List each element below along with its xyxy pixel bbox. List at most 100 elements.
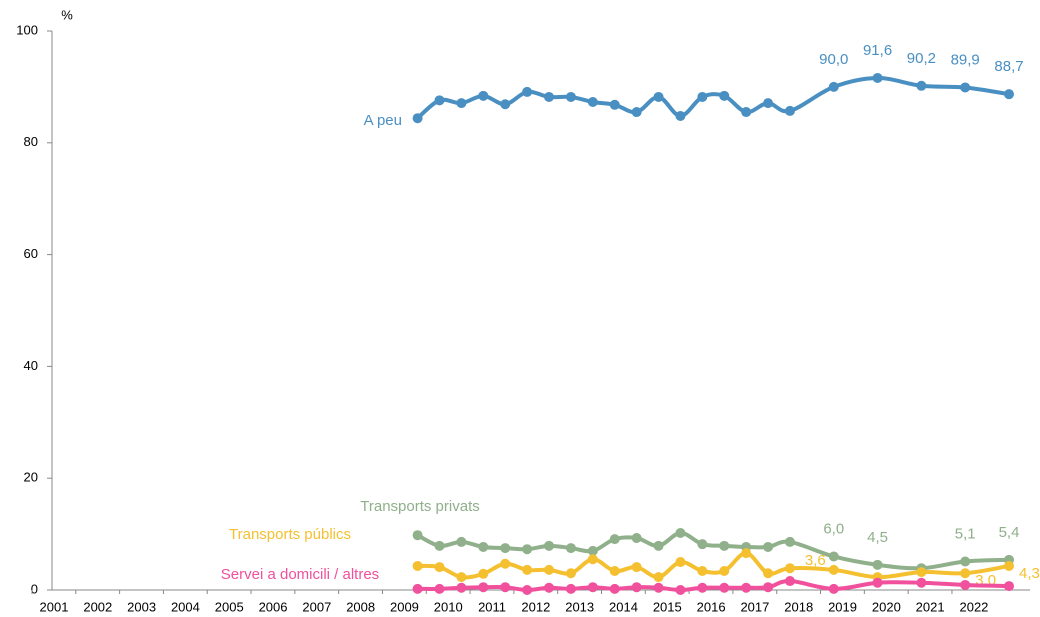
data-point <box>609 565 620 576</box>
series-label: Transports privats <box>360 498 479 515</box>
data-point <box>478 582 489 593</box>
data-point <box>828 564 839 575</box>
data-point <box>478 90 489 101</box>
data-point <box>916 577 927 588</box>
data-point <box>412 530 423 541</box>
data-point <box>631 582 642 593</box>
x-tick-label: 2009 <box>390 599 419 614</box>
data-point <box>675 527 686 538</box>
data-point <box>565 91 576 102</box>
data-label: 5,4 <box>999 524 1020 541</box>
data-label: 4,3 <box>1019 565 1040 582</box>
x-tick-label: 2013 <box>565 599 594 614</box>
data-point <box>960 568 971 579</box>
data-point <box>631 562 642 573</box>
data-point <box>631 107 642 118</box>
data-point <box>500 558 511 569</box>
data-label: 88,7 <box>994 58 1023 75</box>
y-tick-label: 20 <box>24 470 38 485</box>
data-point <box>609 534 620 545</box>
data-point <box>697 565 708 576</box>
data-point <box>631 533 642 544</box>
data-point <box>784 536 795 547</box>
data-point <box>478 568 489 579</box>
x-tick-label: 2015 <box>653 599 682 614</box>
x-tick-label: 2018 <box>784 599 813 614</box>
data-point <box>522 564 533 575</box>
y-unit: % <box>61 7 73 22</box>
y-tick-label: 100 <box>16 22 38 37</box>
data-point <box>522 86 533 97</box>
series-label: A peu <box>364 112 402 129</box>
x-tick-label: 2012 <box>521 599 550 614</box>
data-point <box>653 572 664 583</box>
data-point <box>609 99 620 110</box>
data-point <box>412 560 423 571</box>
y-tick-label: 40 <box>24 358 38 373</box>
data-point <box>872 72 883 83</box>
data-point <box>434 540 445 551</box>
data-point <box>565 543 576 554</box>
x-tick-label: 2021 <box>916 599 945 614</box>
data-point <box>719 90 730 101</box>
series-label: Transports públics <box>229 526 351 543</box>
data-point <box>675 585 686 595</box>
data-point <box>456 536 467 547</box>
data-point <box>565 583 576 594</box>
y-tick-label: 0 <box>31 581 38 596</box>
data-point <box>828 551 839 562</box>
data-label: 4,5 <box>867 529 888 546</box>
x-tick-label: 2014 <box>609 599 638 614</box>
data-point <box>784 563 795 574</box>
data-point <box>697 539 708 550</box>
data-point <box>916 567 927 578</box>
data-point <box>763 568 774 579</box>
data-point <box>522 585 533 595</box>
data-point <box>872 559 883 570</box>
data-label: 5,1 <box>955 525 976 542</box>
data-label: 90,2 <box>907 50 936 67</box>
data-point <box>784 576 795 587</box>
data-point <box>697 582 708 593</box>
data-label: 89,9 <box>951 51 980 68</box>
data-point <box>960 556 971 567</box>
data-point <box>828 81 839 92</box>
series-label: Servei a domicili / altres <box>221 566 379 583</box>
x-tick-label: 2001 <box>40 599 69 614</box>
x-tick-label: 2019 <box>828 599 857 614</box>
data-point <box>719 540 730 551</box>
data-point <box>456 582 467 593</box>
data-point <box>653 540 664 551</box>
x-tick-label: 2022 <box>959 599 988 614</box>
data-label: 91,6 <box>863 42 892 59</box>
x-tick-label: 2016 <box>697 599 726 614</box>
data-point <box>434 95 445 106</box>
data-point <box>960 579 971 590</box>
data-point <box>741 107 752 118</box>
data-point <box>719 582 730 593</box>
data-point <box>1004 89 1014 100</box>
data-point <box>434 562 445 573</box>
data-point <box>763 98 774 109</box>
x-tick-label: 2003 <box>127 599 156 614</box>
data-point <box>916 80 927 91</box>
data-point <box>587 582 598 593</box>
data-point <box>522 544 533 555</box>
data-point <box>587 96 598 107</box>
data-point <box>544 540 555 551</box>
data-label: 6,0 <box>823 520 844 537</box>
x-tick-label: 2005 <box>215 599 244 614</box>
data-point <box>500 99 511 110</box>
x-tick-label: 2020 <box>872 599 901 614</box>
data-point <box>544 91 555 102</box>
data-point <box>741 548 752 559</box>
y-tick-label: 80 <box>24 134 38 149</box>
data-point <box>675 557 686 568</box>
data-point <box>960 82 971 93</box>
data-point <box>763 541 774 552</box>
data-point <box>412 113 423 124</box>
data-point <box>478 541 489 552</box>
data-point <box>456 572 467 583</box>
data-label: 90,0 <box>819 51 848 68</box>
